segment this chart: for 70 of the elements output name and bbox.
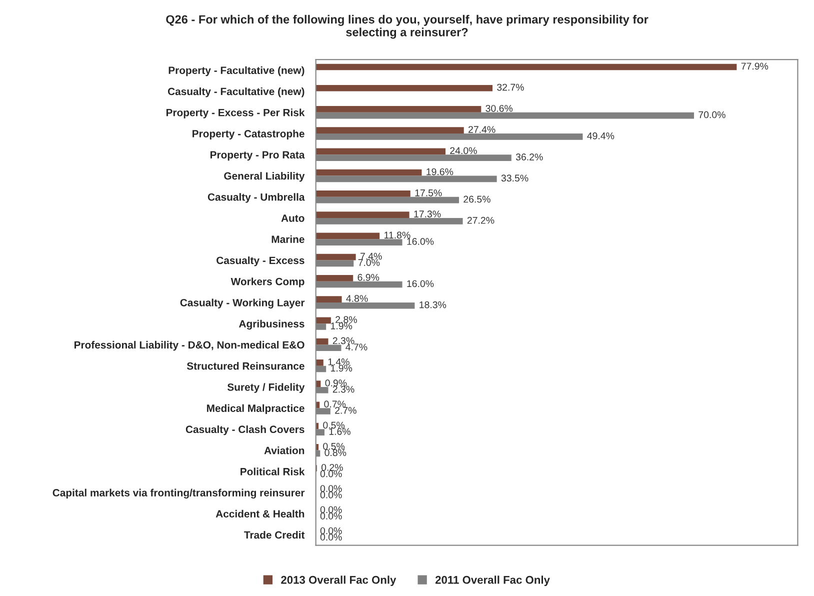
y-tick-label: Auto: [281, 214, 304, 222]
y-tick-label: Casualty - Clash Covers: [186, 425, 304, 436]
y-tick-label: Aviation: [264, 446, 304, 454]
data-label: 36.2%: [516, 154, 543, 160]
data-label: 32.7%: [497, 84, 524, 91]
data-label: 2.8%: [336, 316, 357, 324]
y-tick-label: Property - Catastrophe: [192, 130, 304, 140]
data-label: 6.9%: [358, 274, 380, 281]
y-tick-label: Accident & Health: [216, 510, 304, 518]
data-label: 11.8%: [384, 232, 410, 239]
y-tick-label: Casualty - Excess: [216, 256, 304, 266]
y-tick-label: Marine: [272, 235, 304, 243]
y-tick-label: Casualty - Facultative (new): [168, 88, 304, 98]
data-label: 1.4%: [328, 358, 350, 366]
data-label: 0.5%: [323, 422, 345, 429]
data-label: 24.0%: [450, 147, 477, 154]
chart-title: Q26 - For which of the following lines do you, yourself, have primary responsibility for selecting a reinsurer?: [166, 14, 648, 39]
data-label: 30.6%: [486, 104, 513, 112]
data-label: 2.3%: [332, 337, 354, 344]
y-tick-label: Structured Reinsurance: [186, 362, 304, 370]
data-label: 0.5%: [323, 442, 345, 450]
y-tick-label: Political Risk: [240, 468, 305, 476]
data-label: 17.3%: [414, 210, 441, 218]
y-tick-label: Property - Facultative (new): [168, 66, 304, 76]
data-label: 0.7%: [324, 400, 346, 408]
y-tick-label: Capital markets via fronting/transforming reinsurer: [52, 488, 305, 499]
data-label: 0.0%: [320, 485, 342, 492]
y-tick-label: Property - Pro Rata: [210, 151, 305, 161]
data-label: 2.7%: [335, 406, 356, 414]
y-tick-label: Workers Comp: [230, 278, 304, 288]
y-tick-label: Casualty - Umbrella: [208, 193, 305, 203]
data-label: 0.0%: [320, 491, 342, 498]
data-label: 16.0%: [407, 238, 434, 245]
legend-label: 2011 Overall Fac Only: [435, 576, 550, 586]
data-label: 1.9%: [331, 322, 352, 330]
data-label: 0.0%: [320, 527, 342, 534]
legend-label: 2013 Overall Fac Only: [281, 576, 396, 586]
data-label: 7.0%: [358, 259, 380, 266]
data-label: 26.5%: [464, 196, 490, 203]
y-tick-label: Property - Excess - Per Risk: [166, 108, 305, 118]
data-label: 33.5%: [501, 174, 528, 182]
y-tick-label: Trade Credit: [244, 531, 305, 539]
data-label: 4.7%: [346, 344, 368, 350]
data-label: 70.0%: [698, 111, 726, 118]
data-label: 4.8%: [346, 295, 368, 302]
data-label: 17.5%: [415, 189, 442, 196]
data-label: 0.0%: [320, 506, 342, 514]
y-tick-label: Professional Liability - D&O, Non-medical E&O: [74, 340, 304, 351]
data-label: 0.0%: [320, 470, 342, 478]
y-tick-label: General Liability: [224, 172, 305, 182]
y-tick-label: Medical Malpractice: [207, 404, 304, 414]
data-label: 18.3%: [420, 301, 446, 308]
data-label: 49.4%: [587, 132, 614, 140]
y-tick-label: Casualty - Working Layer: [180, 298, 305, 308]
data-label: 0.8%: [324, 449, 346, 456]
data-label: 2.3%: [332, 386, 354, 393]
data-label: 27.2%: [467, 216, 494, 224]
data-label: 1.9%: [331, 364, 352, 372]
data-label: 77.9%: [741, 62, 768, 70]
data-label: 19.6%: [426, 168, 454, 176]
data-label: 27.4%: [468, 126, 496, 133]
data-label: 0.2%: [321, 464, 343, 471]
data-label: 0.9%: [325, 380, 347, 386]
y-tick-label: Surety / Fidelity: [227, 383, 305, 393]
data-label: 16.0%: [407, 280, 434, 288]
data-label: 0.0%: [320, 534, 342, 541]
data-label: 1.6%: [329, 428, 350, 435]
data-label: 0.0%: [320, 512, 342, 520]
data-label: 7.4%: [360, 252, 382, 260]
y-tick-label: Agribusiness: [238, 320, 304, 330]
